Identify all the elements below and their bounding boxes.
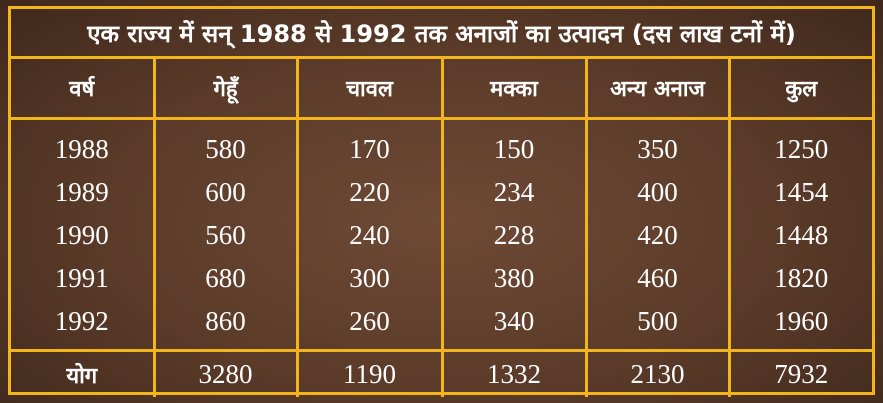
cell-year: 1988: [11, 118, 156, 171]
cell-wheat: 580: [154, 118, 299, 171]
cell-rice: 260: [297, 300, 444, 351]
cell-year: 1991: [11, 257, 156, 300]
cell-total: 1454: [774, 177, 829, 207]
cell-total: 1960: [774, 306, 829, 336]
total-label: योग: [11, 349, 156, 397]
table-row: 1990 560 240 228 420 1448: [11, 214, 872, 257]
cell-total: 1820: [774, 263, 829, 293]
cell-rice: 170: [297, 118, 444, 171]
cell-maize: 150: [442, 118, 588, 171]
cell-total: 1448: [774, 220, 829, 250]
cell-rice: 300: [297, 257, 444, 300]
cell-maize: 234: [442, 171, 588, 214]
cell-wheat: 600: [154, 171, 299, 214]
header-wheat: गेहूँ: [154, 59, 299, 120]
header-rice: चावल: [297, 59, 444, 120]
cell-rice: 240: [297, 214, 444, 257]
table-row: 1988 580 170 150 350 1250: [11, 118, 872, 171]
cell-maize: 380: [442, 257, 588, 300]
production-table: वर्ष गेहूँ चावल मक्का अन्य अनाज कुल 1988…: [11, 59, 872, 397]
cell-wheat: 560: [154, 214, 299, 257]
table-row: 1991 680 300 380 460 1820: [11, 257, 872, 300]
header-year: वर्ष: [11, 59, 156, 120]
cell-year: 1989: [11, 171, 156, 214]
cell-year: 1992: [11, 300, 156, 351]
total-row: योग 3280 1190 1332 2130 7932: [11, 349, 872, 397]
table-row: 1992 860 260 340 500 1960: [11, 300, 872, 351]
cell-other-grains: 350: [586, 118, 731, 171]
cell-rice: 220: [297, 171, 444, 214]
table-row: 1989 600 220 234 400 1454: [11, 171, 872, 214]
cell-other-grains: 420: [586, 214, 731, 257]
cell-total: 1250: [774, 134, 829, 164]
header-maize: मक्का: [442, 59, 588, 120]
cell-other-grains: 400: [586, 171, 731, 214]
total-other-grains: 2130: [586, 349, 731, 397]
cell-maize: 340: [442, 300, 588, 351]
table-title: एक राज्य में सन् 1988 से 1992 तक अनाजों …: [11, 9, 872, 59]
header-other-grains: अन्य अनाज: [586, 59, 731, 120]
cell-wheat: 860: [154, 300, 299, 351]
total-rice: 1190: [297, 349, 444, 397]
cell-wheat: 680: [154, 257, 299, 300]
header-total: कुल: [729, 59, 872, 120]
cell-maize: 228: [442, 214, 588, 257]
total-grand: 7932: [729, 349, 872, 397]
table-frame: एक राज्य में सन् 1988 से 1992 तक अनाजों …: [8, 6, 875, 397]
cell-other-grains: 500: [586, 300, 731, 351]
cell-year: 1990: [11, 214, 156, 257]
header-row: वर्ष गेहूँ चावल मक्का अन्य अनाज कुल: [11, 59, 872, 120]
cell-other-grains: 460: [586, 257, 731, 300]
total-wheat: 3280: [154, 349, 299, 397]
total-maize: 1332: [442, 349, 588, 397]
